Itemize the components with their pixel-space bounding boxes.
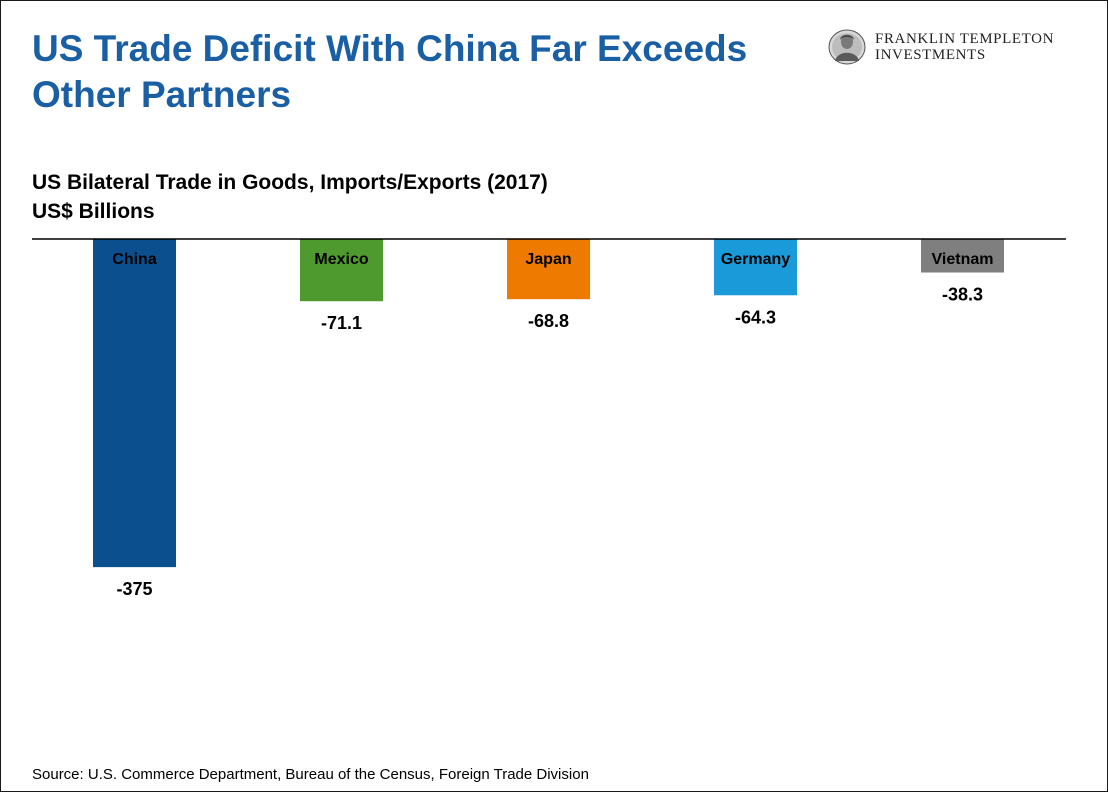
portrait-seal-icon [828,29,866,65]
bar-japan [507,239,590,300]
logo-line-1: FRANKLIN TEMPLETON [875,31,1055,47]
bar-china [93,239,176,568]
bar-germany [714,239,797,296]
category-label-germany: Germany [721,251,790,268]
chart-subtitle: US Bilateral Trade in Goods, Imports/Exp… [32,168,548,226]
franklin-templeton-logo: FRANKLIN TEMPLETON INVESTMENTS [827,28,1054,66]
category-label-mexico: Mexico [314,251,368,268]
category-label-vietnam: Vietnam [932,251,994,268]
bars-group: China -375 Mexico -71.1 Japan -68.8 Germany -64… [93,239,1004,599]
source-note: Source: U.S. Commerce Department, Bureau… [32,766,589,783]
bar-chart: China -375 Mexico -71.1 Japan -68.8 Germany -64… [32,238,1066,599]
logo-line-2: INVESTMENTS [875,47,986,63]
category-label-japan: Japan [525,251,571,268]
logo-wordmark: FRANKLIN TEMPLETON INVESTMENTS [875,31,1054,63]
value-label-vietnam: -38.3 [942,285,983,305]
value-label-japan: -68.8 [528,311,569,331]
value-label-china: -375 [116,579,152,599]
category-label-china: China [112,251,157,268]
value-label-germany: -64.3 [735,307,776,327]
bar-mexico [300,239,383,302]
page-title: US Trade Deficit With China Far Exceeds … [32,28,748,115]
value-label-mexico: -71.1 [321,313,362,333]
chart-title: US Bilateral Trade in Goods, Imports/Exp… [32,171,548,194]
bar-vietnam [921,239,1004,273]
chart-units: US$ Billions [32,200,155,223]
